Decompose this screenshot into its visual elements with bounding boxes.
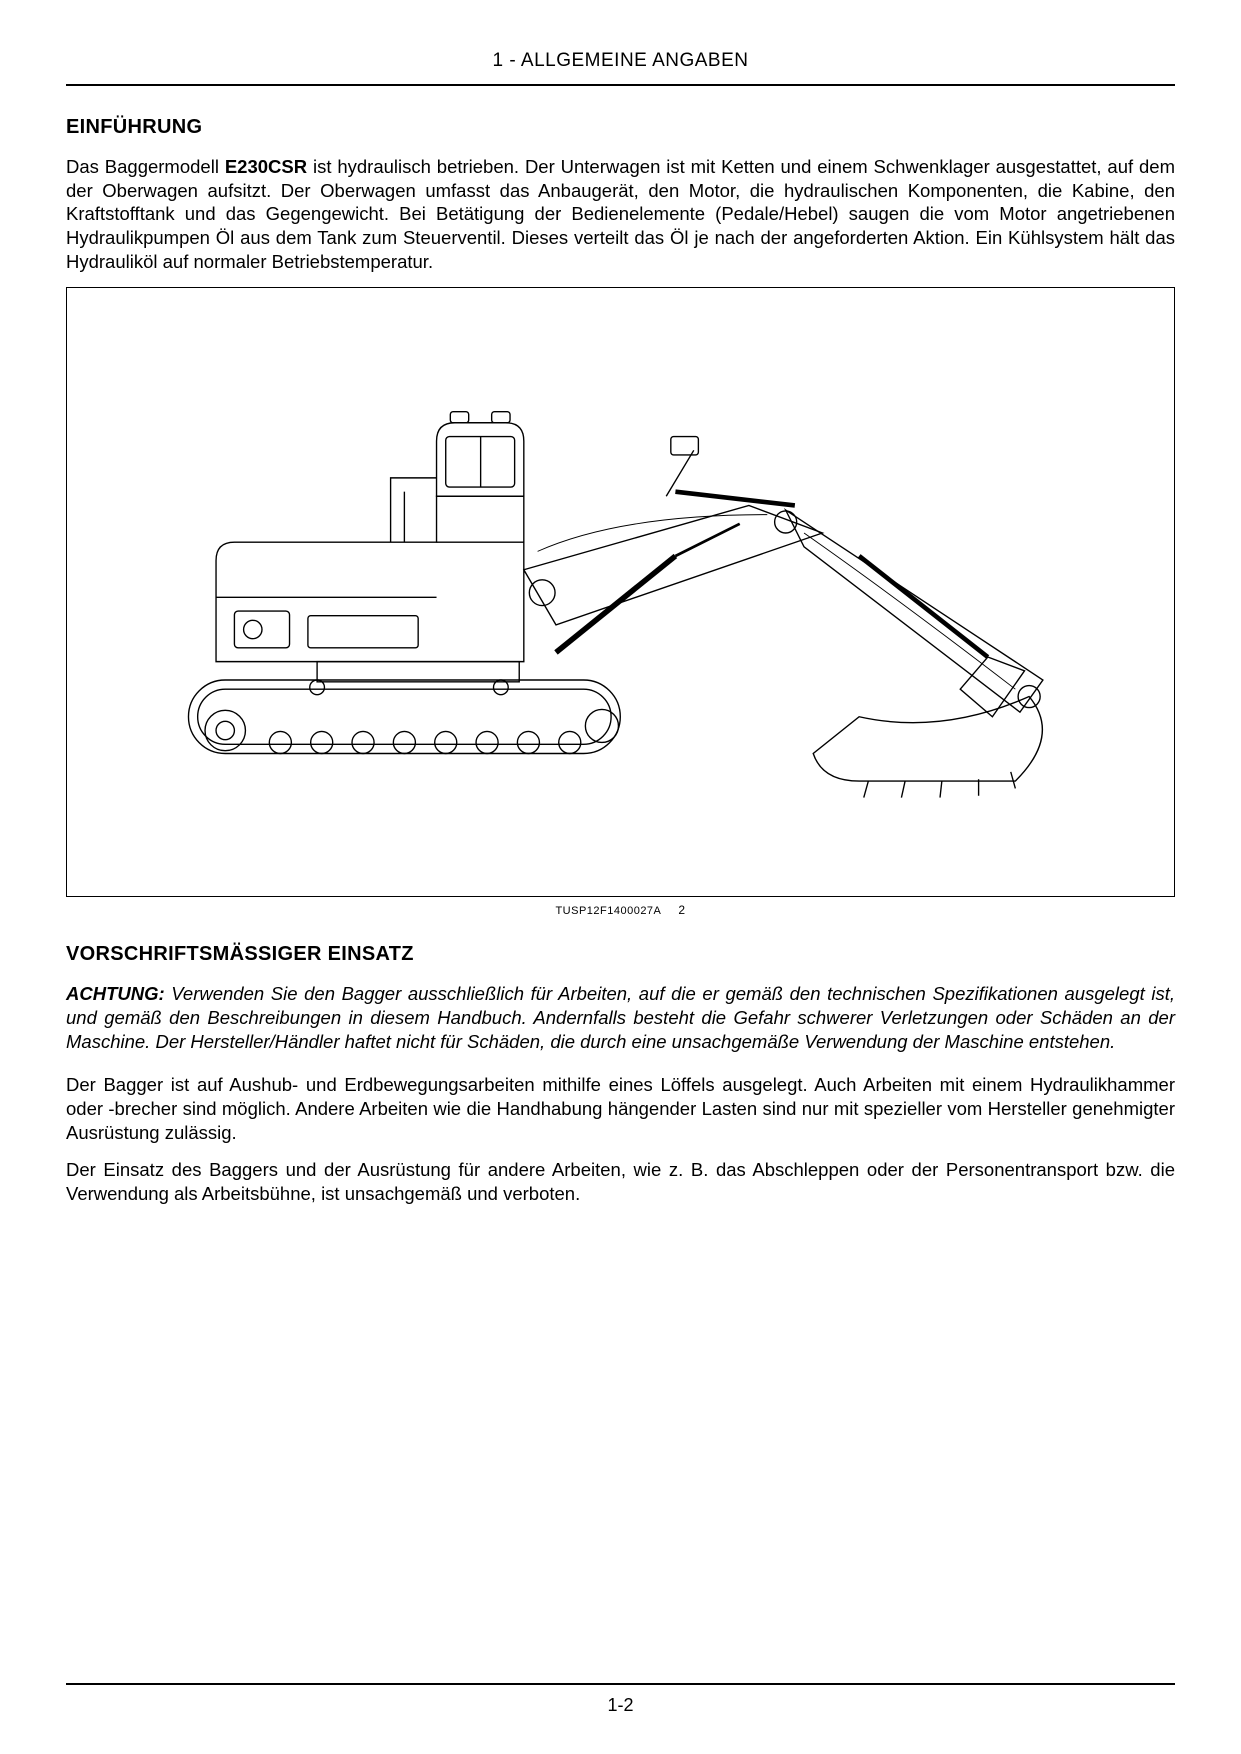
chapter-header: 1 - ALLGEMEINE ANGABEN [66,50,1175,72]
section-heading-intro: EINFÜHRUNG [66,116,1175,139]
figure-ref: TUSP12F1400027A [555,905,660,917]
figure-number: 2 [678,903,685,917]
warning-text: Verwenden Sie den Bagger ausschließlich … [66,983,1175,1051]
use-paragraph-1: Der Bagger ist auf Aushub- und Erdbewegu… [66,1073,1175,1144]
page-footer: 1-2 [66,1683,1175,1716]
warning-label: ACHTUNG: [66,983,165,1004]
use-paragraph-2: Der Einsatz des Baggers und der Ausrüstu… [66,1158,1175,1205]
figure-caption: TUSP12F1400027A 2 [66,903,1175,917]
page-number: 1-2 [66,1695,1175,1716]
section-heading-use: VORSCHRIFTSMÄSSIGER EINSATZ [66,943,1175,966]
model-name: E230CSR [225,156,307,177]
excavator-line-drawing [100,386,1141,799]
footer-rule [66,1683,1175,1685]
figure-frame [66,287,1175,897]
intro-paragraph: Das Baggermodell E230CSR ist hydraulisch… [66,155,1175,273]
warning-paragraph: ACHTUNG: Verwenden Sie den Bagger aussch… [66,982,1175,1053]
intro-prefix: Das Baggermodell [66,156,225,177]
header-rule [66,84,1175,86]
